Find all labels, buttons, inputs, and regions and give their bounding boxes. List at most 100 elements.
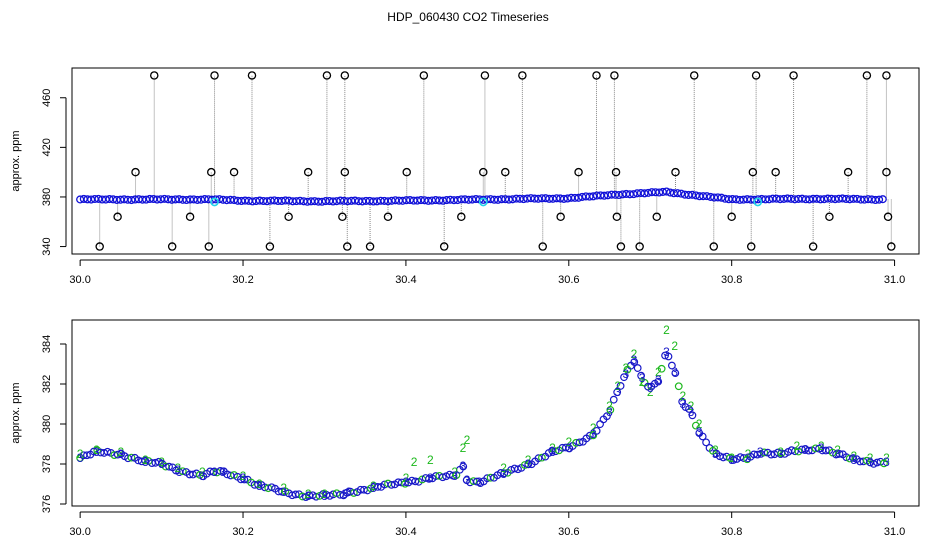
bottom-y-tick-label: 376	[41, 495, 53, 513]
series-3-marker: 3	[460, 459, 467, 473]
series-2-marker: 2	[77, 447, 84, 461]
ppm-circle	[685, 405, 693, 413]
ppm-point	[717, 193, 726, 202]
outlier-point	[338, 212, 347, 222]
ppm-circle	[654, 377, 663, 386]
series-3-marker: 3	[219, 465, 226, 479]
ppm-point	[640, 189, 649, 198]
ppm-circle	[500, 469, 509, 478]
series-3-marker: 3	[280, 485, 287, 499]
ppm-circle	[486, 473, 495, 482]
series-2-marker: 2	[655, 365, 662, 379]
ppm-circle	[674, 382, 683, 391]
ppm-circle	[880, 459, 888, 468]
ppm-circle	[630, 358, 639, 366]
ppm-circle	[373, 482, 382, 491]
ppm-circle	[524, 460, 533, 469]
ppm-circle	[141, 456, 150, 465]
outlier-point	[789, 71, 798, 80]
series-3-marker: 3	[679, 397, 686, 411]
ppm-circle	[349, 489, 358, 497]
series-2-marker: 2	[696, 417, 703, 431]
outlier-point	[457, 212, 466, 222]
ppm-circle	[688, 411, 697, 420]
series-2-marker: 2	[175, 461, 182, 475]
ppm-circle	[438, 473, 447, 482]
ppm-circle	[657, 364, 666, 373]
series-2-marker: 2	[142, 453, 149, 467]
series-3-marker: 3	[464, 473, 471, 487]
series-2-marker: 2	[777, 445, 784, 459]
ppm-circle	[401, 479, 409, 488]
bottom-y-tick-label: 378	[41, 455, 53, 473]
outlier-point	[518, 71, 527, 80]
series-3-marker: 3	[712, 447, 719, 461]
ppm-point	[585, 192, 594, 201]
series-3-marker: 3	[142, 455, 149, 469]
ppm-circle	[178, 467, 187, 476]
series-3-marker: 3	[525, 457, 532, 471]
ppm-circle	[736, 453, 745, 462]
series-2-marker: 2	[728, 451, 735, 465]
ppm-point	[574, 193, 583, 202]
series-2-marker: 2	[883, 451, 890, 465]
outlier-point	[612, 212, 622, 222]
outlier-point	[284, 212, 293, 222]
ppm-circle	[585, 431, 594, 440]
outlier-point	[689, 71, 699, 80]
outlier-point	[843, 167, 853, 177]
ppm-circle	[678, 397, 687, 406]
ppm-circle	[671, 369, 680, 378]
series-3-marker: 3	[321, 489, 328, 503]
series-3-marker: 3	[211, 465, 218, 479]
outlier-point	[265, 242, 275, 251]
ppm-point	[600, 191, 609, 200]
outlier-point	[882, 71, 891, 80]
series-2-marker: 2	[745, 447, 752, 461]
outlier-point	[303, 167, 313, 177]
outlier-point	[746, 242, 756, 251]
outlier-point	[340, 167, 350, 177]
ppm-circle	[127, 453, 136, 462]
outlier-point	[131, 167, 140, 177]
ppm-circle	[551, 447, 560, 456]
outlier-point	[439, 242, 449, 251]
outlier-point	[150, 71, 159, 80]
outlier-point	[402, 167, 411, 177]
outlier-point	[365, 242, 375, 251]
top-y-axis-label: approx. ppm	[10, 130, 22, 191]
ppm-circle	[849, 454, 858, 462]
series-2-marker: 2	[403, 471, 410, 485]
series-3-marker: 3	[175, 463, 182, 477]
ppm-circle	[459, 462, 468, 471]
ppm-circle	[312, 492, 321, 501]
bottom-x-tick-label: 30.0	[69, 526, 90, 538]
ppm-circle	[575, 438, 584, 447]
series-2-marker: 2	[240, 469, 247, 483]
series-2-marker: 2	[867, 451, 874, 465]
ppm-circle	[702, 438, 711, 447]
series-2-marker: 2	[549, 441, 556, 455]
top-x-tick-label: 31.0	[884, 274, 905, 286]
series-3-marker: 3	[451, 469, 458, 483]
ppm-point	[702, 192, 711, 201]
top-y-tick-label: 380	[41, 188, 53, 206]
series-3-marker: 3	[647, 381, 654, 395]
series-3-marker: 3	[622, 367, 629, 381]
ppm-circle	[411, 477, 420, 486]
top-spike-lines	[99, 75, 892, 247]
ppm-circle	[449, 471, 457, 480]
ppm-circle	[609, 395, 618, 404]
outlier-point	[616, 242, 626, 251]
outlier-point	[671, 167, 680, 177]
top-x-tick-label: 30.4	[395, 274, 416, 286]
ppm-point	[677, 189, 686, 198]
series-2-marker: 2	[851, 449, 858, 463]
top-axis-ticks: 30.0 30.2 30.4 30.6 30.8 31.0 340 380 420 460	[41, 89, 905, 286]
series-2-marker: 2	[793, 439, 800, 453]
series-3-marker: 3	[851, 453, 858, 467]
bottom-x-tick-label: 31.0	[884, 526, 905, 538]
series-3-marker: 3	[346, 485, 353, 499]
